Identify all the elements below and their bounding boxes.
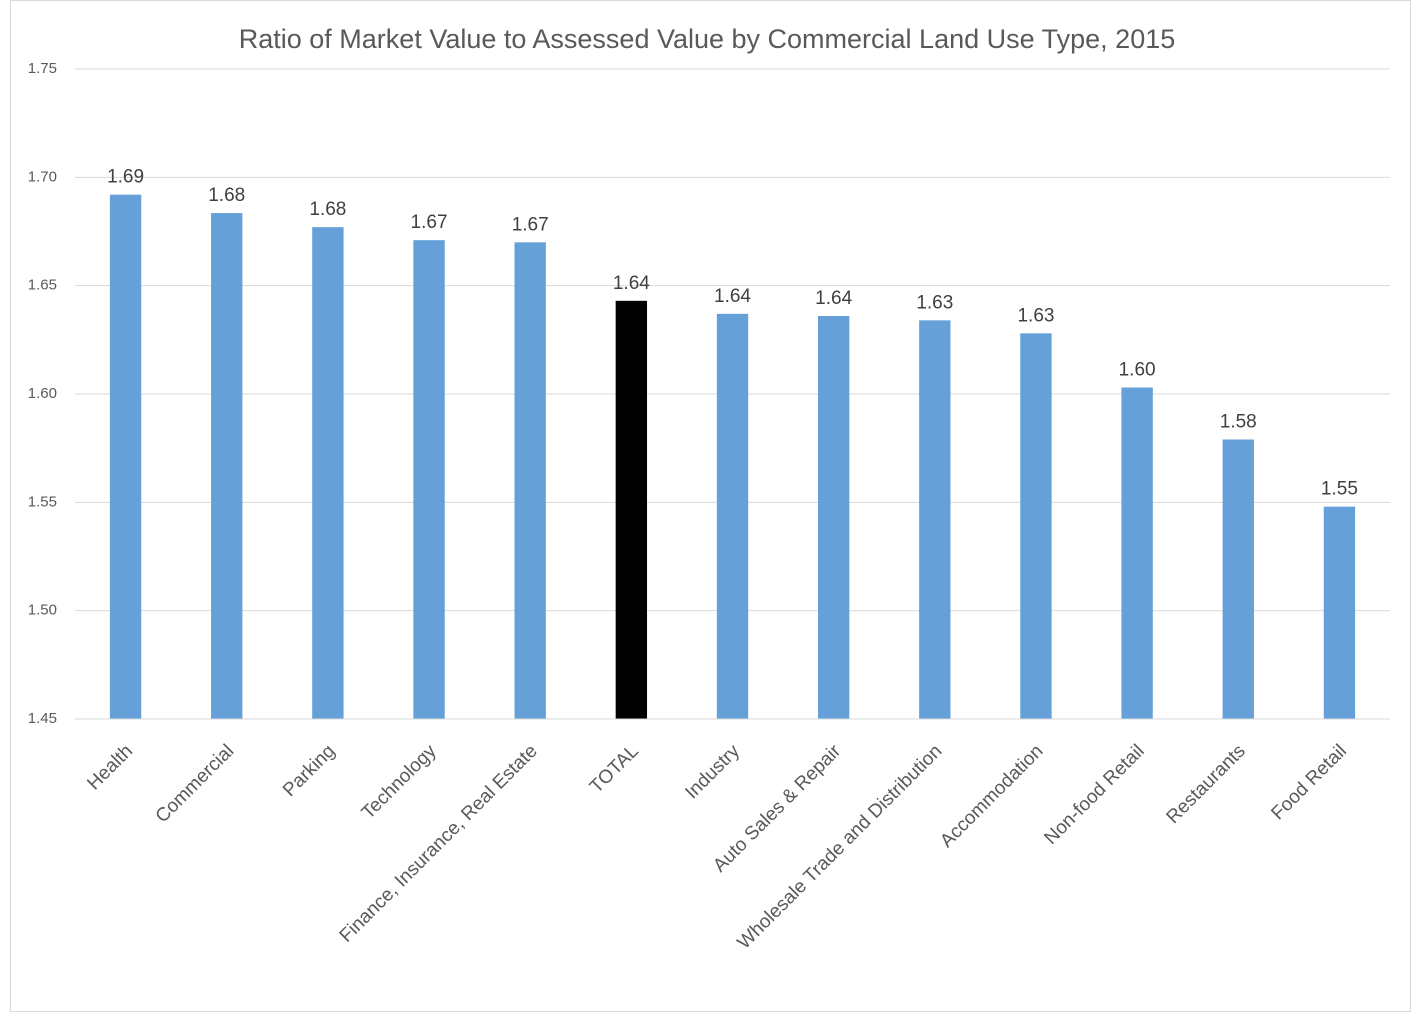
y-tick-label: 1.55 bbox=[28, 493, 57, 510]
y-tick-label: 1.50 bbox=[28, 602, 57, 619]
y-tick-label: 1.70 bbox=[28, 168, 57, 185]
value-label: 1.67 bbox=[512, 214, 549, 235]
value-label: 1.68 bbox=[208, 185, 245, 206]
value-label: 1.63 bbox=[1017, 305, 1054, 326]
bar bbox=[514, 242, 546, 720]
value-label: 1.55 bbox=[1321, 479, 1358, 500]
bar bbox=[211, 213, 243, 720]
value-label: 1.69 bbox=[107, 167, 144, 188]
value-label: 1.64 bbox=[815, 288, 852, 309]
bar bbox=[1020, 333, 1052, 719]
value-label: 1.58 bbox=[1220, 412, 1257, 433]
y-tick-label: 1.65 bbox=[28, 277, 57, 294]
chart-title: Ratio of Market Value to Assessed Value … bbox=[239, 24, 1176, 54]
bar bbox=[817, 316, 850, 719]
y-tick-label: 1.60 bbox=[28, 385, 57, 402]
value-label: 1.63 bbox=[916, 292, 953, 313]
bar bbox=[1121, 387, 1153, 719]
bar bbox=[615, 300, 648, 719]
bar bbox=[109, 194, 142, 719]
bar bbox=[1323, 506, 1356, 719]
bar bbox=[1222, 439, 1254, 719]
value-label: 1.67 bbox=[411, 212, 448, 233]
value-label: 1.64 bbox=[613, 273, 650, 294]
y-tick-label: 1.75 bbox=[28, 60, 57, 77]
value-label: 1.68 bbox=[309, 199, 346, 220]
bar bbox=[919, 320, 951, 719]
value-label: 1.60 bbox=[1119, 360, 1156, 381]
bar bbox=[413, 240, 445, 719]
bar bbox=[312, 227, 344, 719]
y-tick-label: 1.45 bbox=[28, 710, 57, 727]
chart-frame bbox=[10, 0, 1411, 1012]
value-label: 1.64 bbox=[714, 286, 751, 307]
bar bbox=[716, 313, 749, 719]
